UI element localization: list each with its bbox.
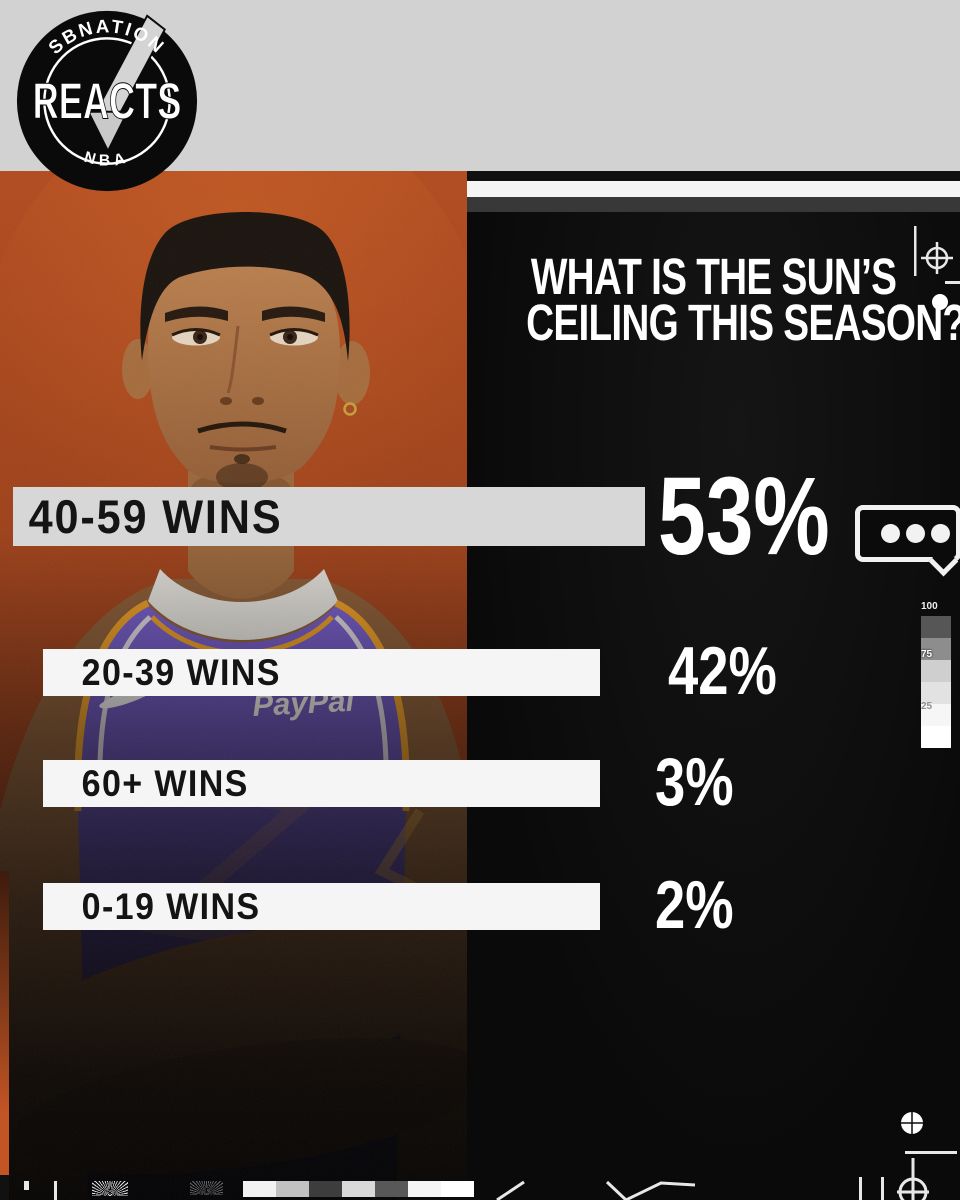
result-percent: 42% bbox=[668, 633, 777, 709]
wedge-label-25: 25 bbox=[921, 701, 933, 712]
logo-bottom-text: NBA bbox=[82, 149, 127, 170]
bubble-dot-icon bbox=[931, 524, 950, 543]
poll-question-line2: CEILING THIS SEASON? bbox=[526, 294, 960, 351]
registration-dot-icon bbox=[897, 1108, 927, 1138]
tick-mark-icon bbox=[881, 1177, 884, 1200]
poll-question-line1: WHAT IS THE SUN’S bbox=[530, 248, 897, 305]
top-strip-black bbox=[467, 171, 960, 181]
registration-dot-icon bbox=[932, 294, 948, 310]
crosshair-icon bbox=[914, 226, 960, 310]
zigzag-line-icon bbox=[605, 1180, 696, 1200]
grayscale-calibration-strip bbox=[243, 1181, 474, 1197]
crosshair-icon bbox=[897, 1158, 929, 1200]
wedge-label-75: 75 bbox=[921, 649, 933, 660]
result-percent: 53% bbox=[658, 455, 830, 578]
svg-text:NBA: NBA bbox=[82, 149, 132, 170]
result-bar: 40-59 WINS bbox=[13, 487, 645, 546]
wedge-label-100: 100 bbox=[921, 601, 938, 612]
tick-mark-icon bbox=[859, 1177, 862, 1200]
diagonal-line-icon bbox=[496, 1180, 525, 1200]
horizontal-rule-icon bbox=[905, 1151, 957, 1154]
calibration-square-icon bbox=[24, 1181, 29, 1190]
result-bar: 0-19 WINS bbox=[43, 883, 600, 930]
starburst-icon bbox=[92, 1181, 128, 1196]
result-percent: 2% bbox=[655, 867, 734, 943]
result-label: 0-19 WINS bbox=[81, 885, 261, 927]
bubble-dot-icon bbox=[881, 524, 900, 543]
result-bar: 20-39 WINS bbox=[43, 649, 600, 696]
result-percent: 3% bbox=[655, 744, 734, 820]
top-strip-white bbox=[467, 181, 960, 197]
result-label: 60+ WINS bbox=[81, 762, 249, 804]
bubble-dot-icon bbox=[906, 524, 925, 543]
sbnation-reacts-logo: SBNATION REACTS NBA bbox=[16, 10, 198, 192]
grayscale-step-wedge bbox=[921, 616, 951, 748]
poll-question: WHAT IS THE SUN’S CEILING THIS SEASON? bbox=[467, 248, 960, 351]
top-strip-gray bbox=[467, 197, 960, 212]
starburst-icon bbox=[190, 1181, 223, 1195]
checkmark-arrow-icon bbox=[86, 110, 130, 154]
result-label: 20-39 WINS bbox=[81, 651, 281, 693]
calibration-line-icon bbox=[54, 1181, 57, 1200]
result-label: 40-59 WINS bbox=[28, 490, 283, 543]
result-bar: 60+ WINS bbox=[43, 760, 600, 807]
logo-main-text: REACTS bbox=[33, 73, 182, 130]
bottom-decor bbox=[496, 1151, 957, 1200]
